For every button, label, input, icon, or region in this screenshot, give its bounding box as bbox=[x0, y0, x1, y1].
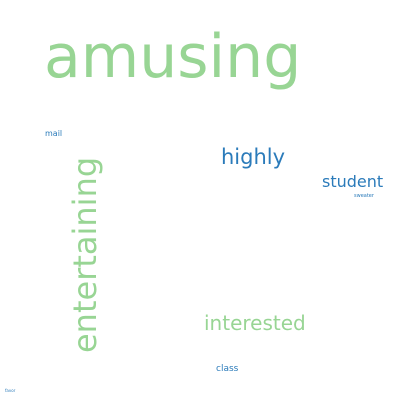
word-entertaining: entertaining bbox=[66, 156, 104, 353]
word-mail: mail bbox=[45, 129, 63, 138]
word-amusing: amusing bbox=[44, 22, 302, 92]
word-highly: highly bbox=[221, 145, 286, 169]
word-class: class bbox=[216, 364, 239, 374]
word-sweater: sweater bbox=[354, 193, 374, 199]
word-favor: favor bbox=[5, 388, 16, 393]
word-interested: interested bbox=[204, 311, 306, 335]
word-student: student bbox=[322, 172, 384, 191]
